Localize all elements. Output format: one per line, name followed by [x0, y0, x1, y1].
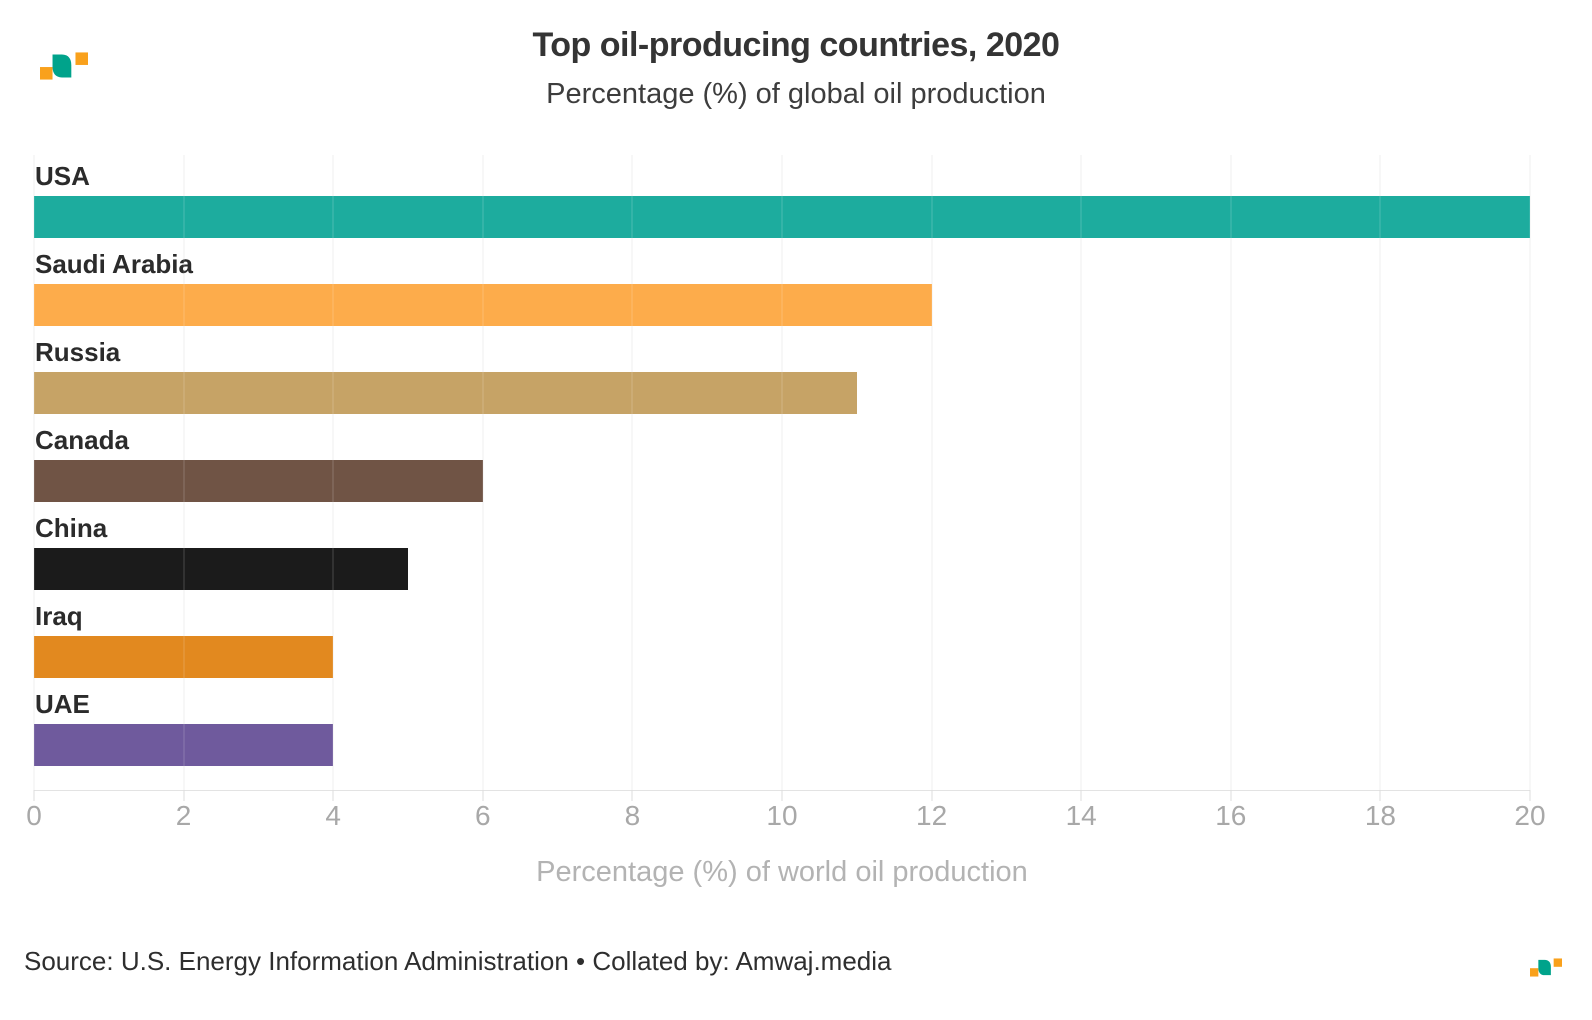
tick-mark-0: [33, 790, 35, 801]
source-attribution: Source: U.S. Energy Information Administ…: [24, 946, 892, 976]
bar-row-usa: USA: [34, 155, 1530, 243]
tick-mark-14: [1080, 790, 1082, 801]
bar-china: [34, 548, 408, 590]
tick-mark-8: [631, 790, 633, 801]
bar-row-saudi-arabia: Saudi Arabia: [34, 243, 1530, 331]
bar-label-usa: USA: [35, 161, 90, 191]
tick-label-0: 0: [26, 800, 42, 831]
bar-row-china: China: [34, 507, 1530, 595]
bar-label-china: China: [35, 513, 108, 543]
tick-label-8: 8: [624, 800, 641, 831]
tick-mark-2: [183, 790, 185, 801]
bar-row-russia: Russia: [34, 331, 1530, 419]
bar-row-canada: Canada: [34, 419, 1530, 507]
tick-label-2: 2: [175, 800, 192, 831]
amwaj-logo-icon: [40, 52, 88, 80]
amwaj-logo-icon-small: [1530, 958, 1562, 977]
chart-title: Top oil-producing countries, 2020: [532, 26, 1060, 64]
tick-label-4: 4: [325, 800, 341, 831]
bar-rows: USA Saudi Arabia Russia Canada China Iraq UAE: [34, 155, 1530, 790]
bar-uae: [34, 724, 334, 766]
bar-label-saudi-arabia: Saudi Arabia: [35, 249, 193, 279]
tick-label-18: 18: [1364, 800, 1396, 831]
bar-label-canada: Canada: [35, 425, 129, 455]
tick-mark-18: [1379, 790, 1381, 801]
tick-label-12: 12: [916, 800, 948, 831]
x-axis-tick-marks: [33, 790, 1531, 801]
bar-iraq: [34, 636, 334, 678]
bar-label-iraq: Iraq: [35, 601, 83, 631]
tick-label-14: 14: [1065, 800, 1097, 831]
chart-subtitle: Percentage (%) of global oil production: [546, 78, 1046, 110]
tick-mark-10: [781, 790, 783, 801]
bar-saudi-arabia: [34, 284, 932, 326]
bar-row-iraq: Iraq: [34, 595, 1530, 683]
tick-mark-16: [1230, 790, 1232, 801]
tick-mark-12: [931, 790, 933, 801]
tick-mark-20: [1529, 790, 1531, 801]
bar-russia: [34, 372, 857, 414]
tick-label-16: 16: [1215, 800, 1247, 831]
bar-row-uae: UAE: [34, 683, 1530, 771]
tick-label-6: 6: [475, 800, 491, 831]
x-axis-title: Percentage (%) of world oil production: [536, 856, 1028, 888]
bar-usa: [34, 196, 1530, 238]
bar-chart-plot-area: USA Saudi Arabia Russia Canada China Iraq UAE: [33, 155, 1531, 790]
bar-canada: [34, 460, 483, 502]
bar-label-russia: Russia: [35, 337, 121, 367]
tick-label-10: 10: [766, 800, 798, 831]
tick-mark-4: [332, 790, 334, 801]
x-axis-tick-labels: 0 2 4 6 8 10 12 14 16 18 20: [26, 800, 1545, 834]
tick-label-20: 20: [1514, 800, 1546, 831]
tick-mark-6: [482, 790, 484, 801]
bar-label-uae: UAE: [35, 689, 90, 719]
